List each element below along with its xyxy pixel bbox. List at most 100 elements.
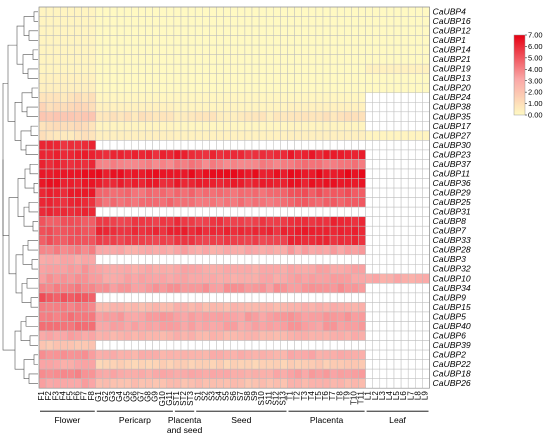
- heatmap-cell: [308, 264, 317, 275]
- heatmap-cell: [294, 368, 302, 379]
- heatmap-cell: [74, 368, 82, 379]
- heatmap-cell: [365, 121, 373, 132]
- heatmap-cell: [294, 168, 302, 179]
- gene-label: CaUBP21: [433, 54, 471, 64]
- heatmap-cell: [265, 283, 274, 294]
- heatmap-cell: [45, 197, 54, 208]
- heatmap-cell: [407, 187, 416, 198]
- heatmap-cell: [180, 197, 189, 208]
- heatmap-cell: [273, 130, 281, 141]
- heatmap-cell: [329, 340, 338, 351]
- color-scale-tick: 4.00: [528, 65, 543, 74]
- heatmap-cell: [145, 197, 153, 208]
- heatmap-cell: [131, 283, 139, 294]
- heatmap-cell: [315, 359, 324, 370]
- heatmap-cell: [223, 359, 231, 370]
- gene-label: CaUBP26: [433, 378, 471, 388]
- heatmap-cell: [294, 121, 302, 132]
- dendrogram-branch: [22, 244, 32, 265]
- heatmap-cell: [45, 330, 54, 341]
- heatmap-cell: [109, 187, 118, 198]
- heatmap-cell: [244, 321, 253, 332]
- heatmap-cell: [52, 302, 61, 313]
- gene-label: CaUBP8: [433, 216, 467, 226]
- heatmap-cell: [209, 292, 217, 303]
- heatmap-cell: [180, 187, 189, 198]
- heatmap-cell: [116, 349, 125, 360]
- heatmap-cell: [393, 82, 402, 94]
- heatmap-cell: [194, 44, 203, 55]
- heatmap-cell: [95, 197, 104, 208]
- heatmap-cell: [329, 16, 338, 27]
- heatmap-cell: [415, 368, 423, 379]
- sample-label: S8: [243, 391, 252, 401]
- heatmap-cell: [415, 102, 423, 113]
- heatmap-cell: [372, 102, 381, 113]
- sample-label: F4: [58, 391, 67, 401]
- heatmap-cell: [187, 73, 196, 84]
- heatmap-cell: [81, 149, 89, 160]
- heatmap-cell: [173, 35, 182, 46]
- heatmap-cell: [244, 330, 253, 341]
- gene-label: CaUBP14: [433, 45, 471, 55]
- heatmap-cell: [123, 111, 132, 122]
- heatmap-cell: [166, 368, 175, 379]
- heatmap-cell: [422, 121, 430, 132]
- dendrogram-branch: [28, 30, 38, 41]
- heatmap-cell: [81, 235, 89, 246]
- heatmap-cell: [308, 121, 317, 132]
- heatmap-cell: [244, 130, 253, 141]
- heatmap-cell: [223, 25, 231, 36]
- heatmap-cell: [280, 73, 288, 84]
- heatmap-cell: [45, 187, 54, 198]
- heatmap-cell: [38, 245, 47, 256]
- heatmap-cell: [194, 6, 203, 17]
- heatmap-cell: [273, 225, 281, 236]
- heatmap-cell: [187, 6, 196, 17]
- heatmap-cell: [60, 111, 68, 122]
- heatmap-cell: [251, 206, 260, 217]
- heatmap-cell: [315, 340, 324, 351]
- heatmap-cell: [308, 197, 317, 208]
- heatmap-cell: [400, 283, 409, 294]
- heatmap-cell: [315, 378, 324, 389]
- heatmap-cell: [187, 245, 196, 256]
- heatmap-cell: [415, 292, 423, 303]
- heatmap-cell: [166, 349, 175, 360]
- heatmap-cell: [244, 121, 253, 132]
- heatmap-cell: [322, 102, 331, 113]
- heatmap-cell: [88, 321, 97, 332]
- heatmap-cell: [365, 140, 373, 151]
- heatmap-cell: [315, 16, 324, 27]
- heatmap-cell: [230, 245, 239, 256]
- heatmap-cell: [372, 63, 381, 74]
- heatmap-cell: [123, 368, 132, 379]
- heatmap-cell: [251, 35, 260, 46]
- heatmap-cell: [116, 245, 125, 256]
- heatmap-cell: [287, 111, 295, 122]
- heatmap-cell: [223, 82, 231, 94]
- heatmap-cell: [301, 302, 310, 313]
- heatmap-cell: [244, 92, 253, 103]
- heatmap-cell: [52, 6, 61, 17]
- heatmap-cell: [145, 92, 153, 103]
- heatmap-cell: [400, 25, 409, 36]
- heatmap-cell: [400, 330, 409, 341]
- heatmap-cell: [187, 187, 196, 198]
- heatmap-cell: [393, 54, 402, 65]
- heatmap-cell: [393, 264, 402, 275]
- heatmap-cell: [230, 187, 239, 198]
- sample-label: T3: [300, 391, 309, 401]
- heatmap-cell: [329, 197, 338, 208]
- heatmap-cell: [38, 216, 47, 227]
- heatmap-cell: [422, 140, 430, 151]
- color-scale-legend: 0.001.002.003.004.005.006.007.00: [513, 31, 543, 120]
- heatmap-cell: [145, 35, 153, 46]
- heatmap-cell: [102, 102, 111, 113]
- heatmap-cell: [237, 35, 246, 46]
- heatmap-cell: [315, 121, 324, 132]
- gene-label: CaUBP35: [433, 111, 471, 121]
- heatmap-cell: [74, 6, 82, 17]
- dendrogram-branch: [25, 316, 38, 327]
- heatmap-cell: [344, 283, 352, 294]
